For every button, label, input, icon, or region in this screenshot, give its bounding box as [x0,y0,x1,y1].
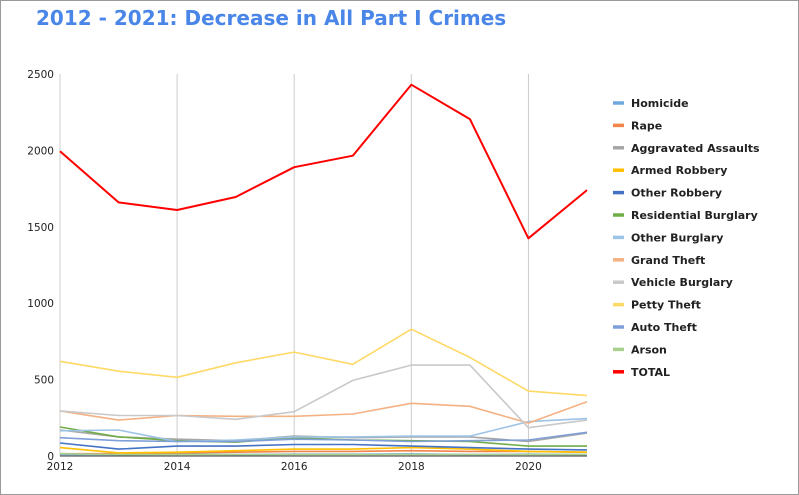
legend-item-other-burglary: Other Burglary [613,231,723,244]
y-tick-label: 2500 [27,69,54,81]
legend-label: Residential Burglary [631,209,758,222]
series-line-arson [59,452,587,456]
legend-item-petty-theft: Petty Theft [613,299,701,312]
series-line-auto-theft [59,431,588,443]
series-line-grand-theft [59,401,588,424]
series-line-other-robbery [59,442,588,451]
legend-item-residential-burglary: Residential Burglary [613,209,758,222]
legend-label: Armed Robbery [631,164,727,177]
x-tick-label: 2014 [164,461,191,473]
legend-label: Homicide [631,97,689,110]
y-tick-label: 0 [47,451,54,463]
legend-label: Rape [631,119,662,132]
legend-item-grand-theft: Grand Theft [613,254,705,267]
x-tick-label: 2016 [281,461,308,473]
series-line-armed-robbery [59,446,588,454]
grid-lines [176,74,529,456]
legend-label: Petty Theft [631,299,701,312]
series-lines [59,83,588,456]
legend-item-arson: Arson [613,343,667,356]
legend-label: Other Burglary [631,231,723,244]
legend-item-vehicle-burglary: Vehicle Burglary [613,276,733,289]
legend-item-other-robbery: Other Robbery [613,187,722,200]
legend-label: Vehicle Burglary [631,276,733,289]
chart-title: 2012 - 2021: Decrease in All Part I Crim… [36,6,507,30]
legend-label: TOTAL [631,366,670,379]
y-tick-label: 1500 [27,222,54,234]
legend-item-aggravated-assaults: Aggravated Assaults [613,142,760,155]
y-tick-label: 500 [34,375,54,387]
legend-item-homicide: Homicide [613,97,689,110]
legend-item-total: TOTAL [613,366,670,379]
legend-item-rape: Rape [613,119,662,132]
legend: Homicide Rape Aggravated Assaults Armed Rob… [613,97,760,379]
x-tick-label: 2018 [398,461,425,473]
legend-item-auto-theft: Auto Theft [613,321,697,334]
series-line-total [59,83,588,240]
legend-label: Auto Theft [631,321,697,334]
series-line-other-burglary [59,417,588,443]
legend-label: Grand Theft [631,254,705,267]
series-line-vehicle-burglary [59,364,588,429]
y-tick-label: 1000 [27,298,54,310]
legend-label: Other Robbery [631,187,722,200]
x-tick-label: 2012 [47,461,74,473]
series-line-petty-theft [59,328,588,397]
legend-item-armed-robbery: Armed Robbery [613,164,727,177]
axes: 0 500 1000 1500 2000 2500 2012 2014 2016 2018 2020 [27,69,587,473]
legend-label: Arson [631,343,667,356]
y-tick-label: 2000 [27,145,54,157]
x-tick-label: 2020 [515,461,542,473]
legend-label: Aggravated Assaults [631,142,760,155]
